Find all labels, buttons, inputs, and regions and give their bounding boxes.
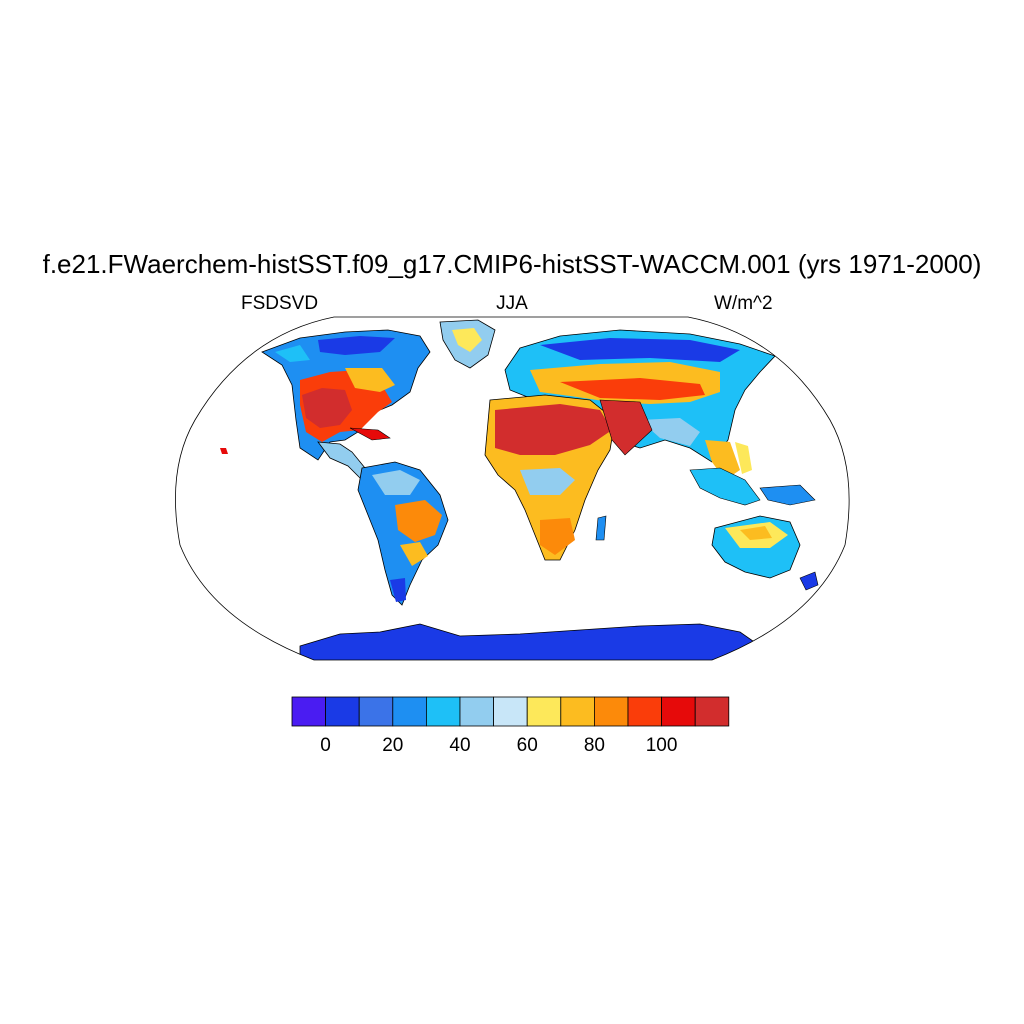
colorbar-tick-label: 0 xyxy=(320,735,331,756)
colorbar-box-12 xyxy=(694,696,730,727)
colorbar-tick-label: 100 xyxy=(646,735,678,756)
plot-title: f.e21.FWaerchem-histSST.f09_g17.CMIP6-hi… xyxy=(42,249,982,279)
season-label: JJA xyxy=(496,293,528,314)
colorbar-box-8 xyxy=(560,696,595,727)
units-label: W/m^2 xyxy=(714,293,773,314)
colorbar-box-2 xyxy=(358,696,394,727)
region-greenland xyxy=(439,319,496,369)
colorbar-tick-label: 60 xyxy=(517,735,538,756)
colorbar-tick-label: 20 xyxy=(382,735,403,756)
colorbar-box-11 xyxy=(661,696,696,727)
map-boundary xyxy=(175,316,850,661)
colorbar-box-1 xyxy=(325,696,360,727)
region-north-america xyxy=(261,329,431,461)
colorbar-box-7 xyxy=(526,696,562,727)
variable-label: FSDSVD xyxy=(241,293,319,314)
region-southeast-asia xyxy=(689,442,816,506)
region-new-zealand xyxy=(799,571,819,591)
region-south-america xyxy=(357,461,449,606)
colorbar-box-6 xyxy=(493,696,528,727)
region-africa xyxy=(484,394,653,561)
colorbar-box-10 xyxy=(627,696,662,727)
colorbar-tick-label: 80 xyxy=(584,735,605,756)
colorbar-box-4 xyxy=(425,696,461,727)
region-australia xyxy=(711,515,801,579)
region-madagascar xyxy=(595,515,607,541)
colorbar-box-0 xyxy=(291,696,326,727)
colorbar-tick-label: 40 xyxy=(449,735,470,756)
region-central-america xyxy=(220,427,391,481)
colorbar-box-9 xyxy=(594,696,629,727)
colorbar-box-3 xyxy=(392,696,427,727)
colorbar-box-5 xyxy=(459,696,494,727)
